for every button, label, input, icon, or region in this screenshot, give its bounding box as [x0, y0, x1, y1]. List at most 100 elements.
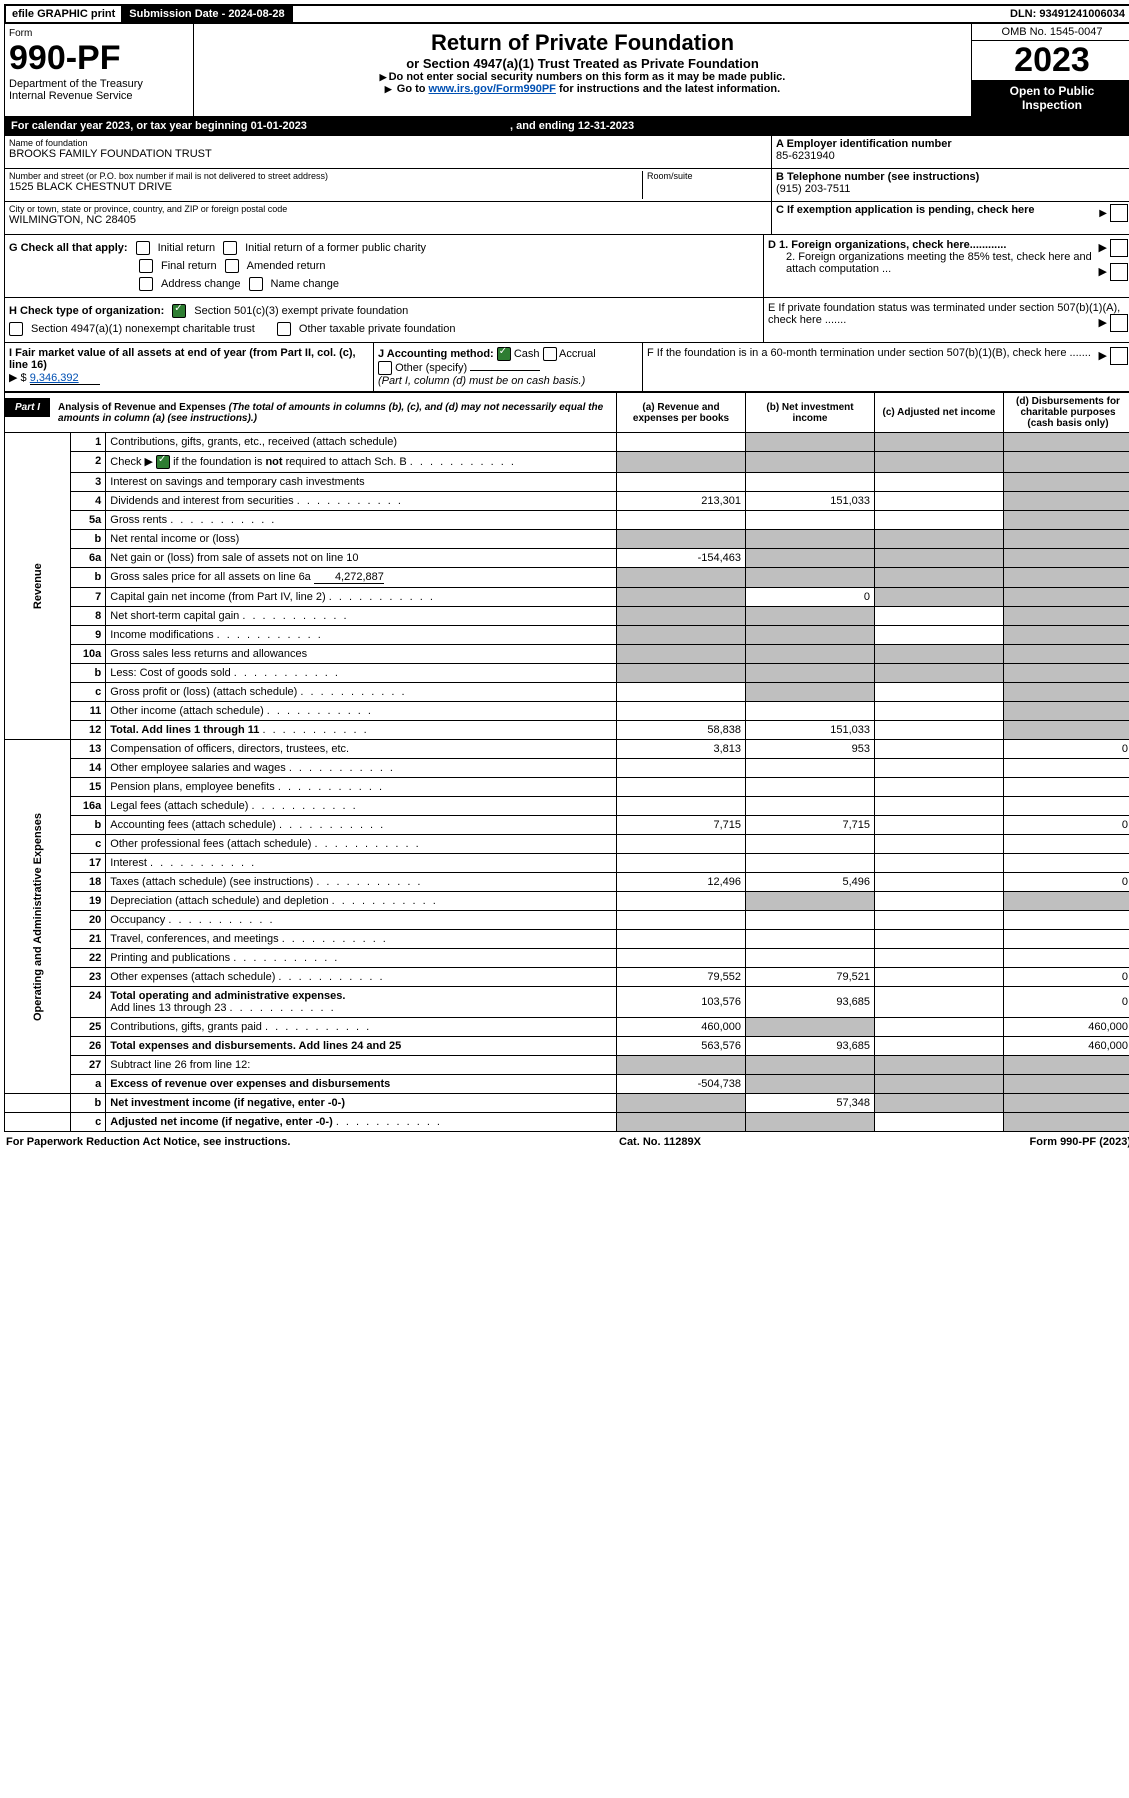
ein-label: A Employer identification number	[776, 138, 1128, 150]
line-27a-a: -504,738	[617, 1075, 746, 1094]
i-value[interactable]: 9,346,392	[30, 372, 100, 385]
g-initial-former-checkbox[interactable]	[223, 241, 237, 255]
g-final: Final return	[161, 260, 217, 272]
line-16b-d: 0	[1004, 816, 1129, 835]
line-24-b: 93,685	[746, 987, 875, 1018]
line-27b: Net investment income (if negative, ente…	[106, 1094, 617, 1113]
d2-row: 2. Foreign organizations meeting the 85%…	[768, 251, 1128, 275]
info-left: Name of foundation BROOKS FAMILY FOUNDAT…	[5, 136, 771, 234]
j-other-checkbox[interactable]	[378, 361, 392, 375]
line-7: Capital gain net income (from Part IV, l…	[106, 588, 617, 607]
line-18-b: 5,496	[746, 873, 875, 892]
g-name-checkbox[interactable]	[249, 277, 263, 291]
col-d-header: (d) Disbursements for charitable purpose…	[1004, 393, 1129, 433]
col-c-header: (c) Adjusted net income	[875, 393, 1004, 433]
g-final-checkbox[interactable]	[139, 259, 153, 273]
line-24: Total operating and administrative expen…	[106, 987, 617, 1018]
f-checkbox[interactable]	[1110, 347, 1128, 365]
line-25-d: 460,000	[1004, 1018, 1129, 1037]
line-16b-a: 7,715	[617, 816, 746, 835]
line-17: Interest	[106, 854, 617, 873]
part1-title-cell: Analysis of Revenue and Expenses (The to…	[50, 398, 616, 428]
expenses-label: Operating and Administrative Expenses	[5, 740, 71, 1094]
calendar-year-bar: For calendar year 2023, or tax year begi…	[4, 117, 1129, 136]
submission-date: Submission Date - 2024-08-28	[123, 6, 292, 22]
g-address: Address change	[161, 278, 241, 290]
cal-mid: , and ending	[510, 120, 578, 132]
address-row: Number and street (or P.O. box number if…	[5, 169, 771, 202]
part1-table: Part I Analysis of Revenue and Expenses …	[4, 392, 1129, 1132]
open-public: Open to Public Inspection	[972, 80, 1129, 116]
h-4947: Section 4947(a)(1) nonexempt charitable …	[31, 323, 255, 335]
line-26: Total expenses and disbursements. Add li…	[106, 1037, 617, 1056]
c-checkbox[interactable]	[1110, 204, 1128, 222]
g-amended-checkbox[interactable]	[225, 259, 239, 273]
h-other-taxable: Other taxable private foundation	[299, 323, 456, 335]
line-13: Compensation of officers, directors, tru…	[106, 740, 617, 759]
j-accrual: Accrual	[559, 348, 596, 360]
line-10a: Gross sales less returns and allowances	[106, 645, 617, 664]
line-6a: Net gain or (loss) from sale of assets n…	[106, 549, 617, 568]
line-11: Other income (attach schedule)	[106, 702, 617, 721]
ein-value: 85-6231940	[776, 150, 1128, 162]
e-checkbox[interactable]	[1110, 314, 1128, 332]
line-4: Dividends and interest from securities	[106, 492, 617, 511]
header-right: OMB No. 1545-0047 2023 Open to Public In…	[971, 24, 1129, 116]
d1-checkbox[interactable]	[1110, 239, 1128, 257]
line-12-b: 151,033	[746, 721, 875, 740]
line-18-a: 12,496	[617, 873, 746, 892]
form-header: Form 990-PF Department of the Treasury I…	[4, 24, 1129, 117]
g-amended: Amended return	[247, 260, 326, 272]
line-12: Total. Add lines 1 through 11	[106, 721, 617, 740]
cal-pre: For calendar year 2023, or tax year begi…	[11, 120, 251, 132]
line-27c: Adjusted net income (if negative, enter …	[106, 1113, 617, 1132]
g-initial-checkbox[interactable]	[136, 241, 150, 255]
line-14: Other employee salaries and wages	[106, 759, 617, 778]
line-7-b: 0	[746, 588, 875, 607]
h-501c3-checkbox[interactable]	[172, 304, 186, 318]
h-label: H Check type of organization:	[9, 305, 164, 317]
j-cash-checkbox[interactable]	[497, 347, 511, 361]
h-4947-checkbox[interactable]	[9, 322, 23, 336]
phone-label: B Telephone number (see instructions)	[776, 171, 1128, 183]
g-row: G Check all that apply: Initial return I…	[9, 239, 759, 257]
form-link[interactable]: www.irs.gov/Form990PF	[429, 83, 556, 95]
j-note: (Part I, column (d) must be on cash basi…	[378, 375, 585, 387]
h-other-checkbox[interactable]	[277, 322, 291, 336]
line-16c: Other professional fees (attach schedule…	[106, 835, 617, 854]
line-6a-a: -154,463	[617, 549, 746, 568]
f-label: F If the foundation is in a 60-month ter…	[647, 347, 1091, 359]
line-13-d: 0	[1004, 740, 1129, 759]
line-8: Net short-term capital gain	[106, 607, 617, 626]
schb-checkbox[interactable]	[156, 455, 170, 469]
checks-he: H Check type of organization: Section 50…	[4, 298, 1129, 343]
g-address-checkbox[interactable]	[139, 277, 153, 291]
checks-ijf: I Fair market value of all assets at end…	[4, 343, 1129, 392]
city-label: City or town, state or province, country…	[9, 204, 767, 214]
header-left: Form 990-PF Department of the Treasury I…	[5, 24, 194, 116]
col-a-header: (a) Revenue and expenses per books	[617, 393, 746, 433]
city-state-zip: WILMINGTON, NC 28405	[9, 214, 767, 226]
d2-checkbox[interactable]	[1110, 263, 1128, 281]
line-13-b: 953	[746, 740, 875, 759]
j-cash: Cash	[514, 348, 540, 360]
phone-row: B Telephone number (see instructions) (9…	[772, 169, 1129, 202]
line-18-d: 0	[1004, 873, 1129, 892]
d1-row: D 1. Foreign organizations, check here..…	[768, 239, 1128, 251]
line-5a: Gross rents	[106, 511, 617, 530]
line-16a: Legal fees (attach schedule)	[106, 797, 617, 816]
line-4-b: 151,033	[746, 492, 875, 511]
open-line2: Inspection	[976, 98, 1128, 112]
j-accrual-checkbox[interactable]	[543, 347, 557, 361]
street-address: 1525 BLACK CHESTNUT DRIVE	[9, 181, 642, 193]
city-row: City or town, state or province, country…	[5, 202, 771, 234]
line-13-a: 3,813	[617, 740, 746, 759]
line-26-d: 460,000	[1004, 1037, 1129, 1056]
dln: DLN: 93491241006034	[1004, 6, 1129, 22]
efile-label[interactable]: efile GRAPHIC print	[6, 6, 123, 22]
g-name: Name change	[271, 278, 340, 290]
footer-mid: Cat. No. 11289X	[619, 1136, 701, 1148]
line-16b-b: 7,715	[746, 816, 875, 835]
part1-badge: Part I	[5, 398, 50, 417]
e-label: E If private foundation status was termi…	[768, 302, 1120, 326]
